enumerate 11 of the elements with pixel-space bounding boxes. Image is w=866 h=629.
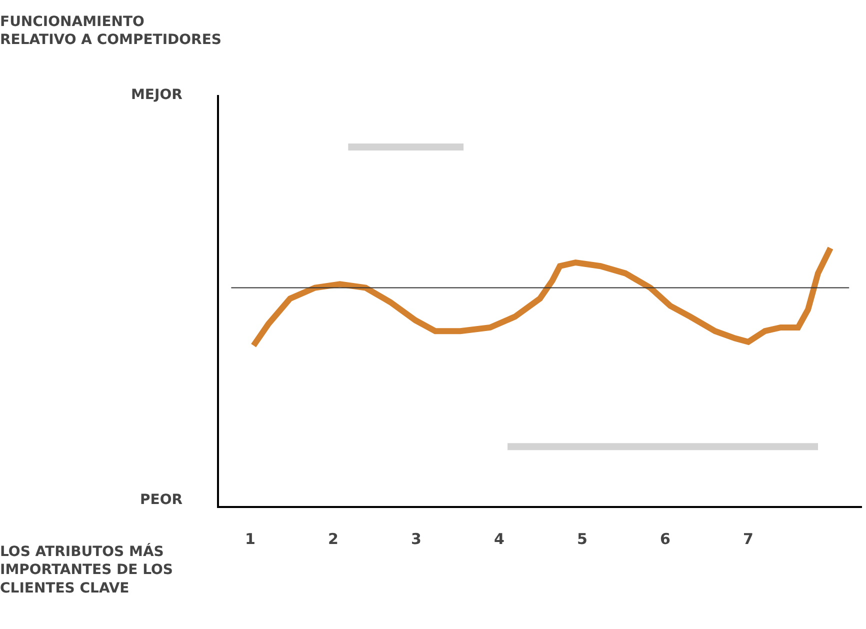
x-tick-label: 2 bbox=[328, 530, 338, 548]
x-tick-label: 6 bbox=[660, 530, 670, 548]
x-tick-label: 7 bbox=[743, 530, 754, 548]
x-axis-title: LOS ATRIBUTOS MÁS IMPORTANTES DE LOS CLIENTES CLAVE bbox=[0, 543, 174, 596]
text: MEJOR bbox=[131, 87, 183, 103]
text: FUNCIONAMIENTO RELATIVO A COMPETIDORES bbox=[0, 14, 222, 48]
x-tick-label: 1 bbox=[244, 530, 256, 548]
x-tick-label: 5 bbox=[577, 530, 588, 548]
x-tick-label: 4 bbox=[494, 530, 504, 548]
text: PEOR bbox=[140, 492, 183, 508]
x-tick-label: 3 bbox=[411, 530, 422, 548]
